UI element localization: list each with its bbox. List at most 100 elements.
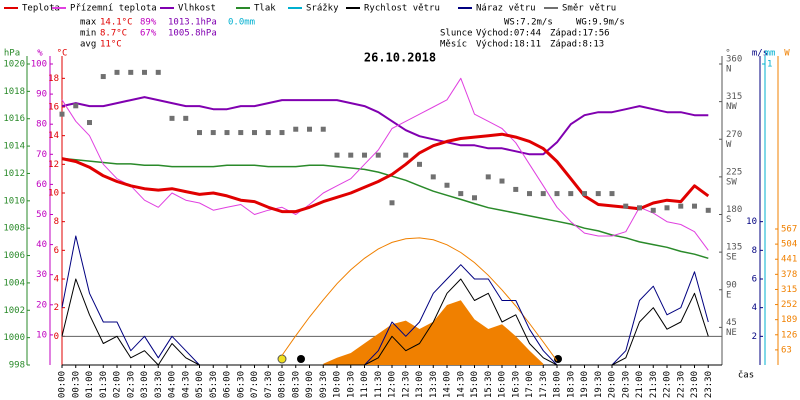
info-text: Východ:07:44 — [476, 29, 541, 39]
direction-marker — [595, 191, 601, 197]
x-tick-label: 14:00 — [443, 371, 453, 398]
x-tick-label: 12:30 — [401, 371, 411, 398]
stat-text: 1005.8hPa — [168, 29, 217, 39]
solar-area — [323, 300, 544, 365]
axis-title: % — [37, 49, 43, 59]
x-tick-label: 04:00 — [168, 371, 178, 398]
x-tick-label: 05:30 — [209, 371, 219, 398]
direction-label: NE — [726, 328, 737, 338]
info-text: Východ:18:11 — [476, 40, 541, 50]
info-text: WS:7.2m/s — [504, 18, 553, 28]
x-tick-label: 06:30 — [236, 371, 246, 398]
tick-label: 1002 — [3, 306, 25, 316]
direction-marker — [678, 203, 684, 209]
direction-marker — [458, 191, 464, 197]
direction-marker — [238, 130, 244, 136]
series-line — [61, 77, 709, 251]
x-tick-label: 19:30 — [594, 371, 604, 398]
direction-marker — [623, 203, 629, 209]
x-tick-label: 04:30 — [181, 371, 191, 398]
tick-label: 360 — [726, 55, 742, 65]
tick-label: 441 — [781, 255, 797, 265]
info-text: Západ:8:13 — [550, 40, 604, 50]
tick-label: 14 — [48, 131, 59, 141]
direction-marker — [114, 69, 120, 75]
stat-text: 1013.1hPa — [168, 18, 217, 28]
tick-label: 8 — [54, 217, 59, 227]
x-tick-label: 07:30 — [264, 371, 274, 398]
x-tick-label: 09:00 — [305, 371, 315, 398]
direction-marker — [444, 182, 450, 188]
stat-text: avg — [80, 40, 96, 50]
direction-label: NW — [726, 102, 737, 112]
x-tick-label: 22:00 — [663, 371, 673, 398]
direction-marker — [224, 130, 230, 136]
tick-label: 315 — [781, 285, 797, 295]
tick-label: 189 — [781, 315, 797, 325]
direction-marker — [375, 152, 381, 158]
legend-label: Náraz větru — [476, 4, 536, 14]
axis-title: W — [784, 49, 790, 59]
tick-label: 40 — [36, 240, 47, 250]
stat-text: max — [80, 18, 97, 28]
direction-marker — [169, 115, 175, 121]
tick-label: 20 — [36, 300, 47, 310]
tick-label: 1012 — [3, 169, 25, 179]
x-tick-label: 17:00 — [525, 371, 535, 398]
moonset-icon — [297, 355, 305, 363]
direction-marker — [664, 205, 670, 211]
stat-text: 89% — [140, 18, 157, 28]
direction-marker — [183, 115, 189, 121]
tick-label: 1014 — [3, 142, 25, 152]
x-tick-label: 05:00 — [195, 371, 205, 398]
direction-marker — [485, 174, 491, 180]
x-tick-label: 00:00 — [58, 371, 68, 398]
x-tick-label: 13:00 — [415, 371, 425, 398]
info-text: WG:9.9m/s — [576, 18, 625, 28]
x-tick-label: 20:30 — [621, 371, 631, 398]
tick-label: 1016 — [3, 114, 25, 124]
x-tick-label: 19:00 — [580, 371, 590, 398]
legend-label: Směr větru — [562, 4, 616, 14]
info-text: Měsíc — [440, 40, 467, 50]
stat-text: 67% — [140, 29, 157, 39]
direction-label: SW — [726, 177, 737, 187]
x-tick-label: 09:30 — [319, 371, 329, 398]
x-tick-label: 23:00 — [690, 371, 700, 398]
direction-marker — [568, 191, 574, 197]
x-tick-label: 20:00 — [608, 371, 618, 398]
tick-label: 6 — [54, 246, 59, 256]
direction-marker — [265, 130, 271, 136]
direction-marker — [210, 130, 216, 136]
tick-label: 63 — [781, 345, 792, 355]
x-tick-label: 18:00 — [553, 371, 563, 398]
x-tick-label: 11:00 — [360, 371, 370, 398]
direction-marker — [59, 111, 65, 117]
stat-text: 11°C — [100, 40, 122, 50]
x-tick-label: 21:30 — [649, 371, 659, 398]
tick-label: 504 — [781, 240, 797, 250]
x-tick-label: 14:30 — [456, 371, 466, 398]
x-tick-label: 08:00 — [278, 371, 288, 398]
direction-marker — [252, 130, 257, 136]
x-tick-label: 12:00 — [388, 371, 398, 398]
tick-label: 1006 — [3, 251, 25, 261]
tick-label: 225 — [726, 167, 742, 177]
x-tick-label: 18:30 — [566, 371, 576, 398]
direction-label: E — [726, 290, 731, 300]
axis-title: hPa — [4, 49, 20, 59]
tick-label: 270 — [726, 130, 742, 140]
tick-label: 4 — [54, 275, 59, 285]
x-tick-label: 10:00 — [333, 371, 343, 398]
direction-marker — [472, 195, 477, 201]
legend-label: Rychlost větru — [364, 4, 440, 14]
direction-marker — [650, 207, 656, 213]
x-tick-label: 03:30 — [154, 371, 164, 398]
x-tick-label: 07:00 — [250, 371, 260, 398]
direction-label: N — [726, 65, 731, 75]
tick-label: 90 — [726, 280, 737, 290]
tick-label: 100 — [31, 60, 47, 70]
tick-label: 10 — [746, 217, 757, 227]
info-text: Západ:17:56 — [550, 29, 610, 39]
